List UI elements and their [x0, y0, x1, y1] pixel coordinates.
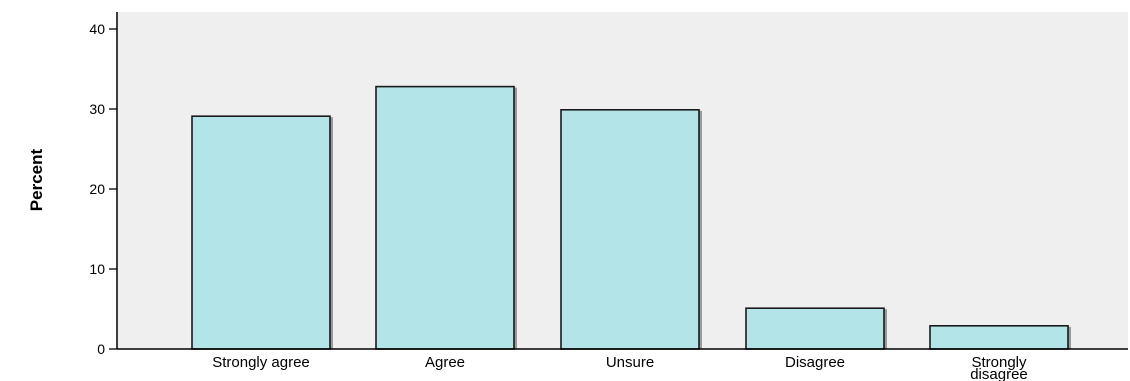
bar [560, 109, 700, 350]
x-category-label: Strongly agree [212, 354, 310, 371]
bar [745, 307, 885, 350]
bars-group [191, 85, 1071, 350]
bar [375, 85, 515, 350]
x-category-label-line: Strongly agree [212, 354, 310, 371]
bar [929, 324, 1069, 350]
x-category-label-line: Agree [425, 354, 465, 371]
y-tick-label: 0 [97, 341, 105, 357]
y-axis-title: Percent [27, 148, 46, 211]
x-labels-group: Strongly agree Agree Unsure Disagree Strongl… [212, 354, 1028, 381]
y-tick-label: 40 [89, 21, 105, 37]
y-tick-label: 20 [89, 181, 105, 197]
y-tick-label: 30 [89, 101, 105, 117]
x-category-label-line: disagree [970, 366, 1028, 381]
x-category-label: Strongly disagree [970, 354, 1028, 381]
x-category-label: Disagree [785, 354, 845, 371]
bar [191, 115, 331, 350]
x-category-label: Agree [425, 354, 465, 371]
x-category-label-line: Strongly [971, 354, 1027, 371]
x-category-label-line: Disagree [785, 354, 845, 371]
y-tick-label: 10 [89, 261, 105, 277]
y-ticks-group: 0 10 20 30 40 [89, 21, 117, 357]
x-category-label-line: Unsure [606, 354, 654, 371]
x-category-label: Unsure [606, 354, 654, 371]
